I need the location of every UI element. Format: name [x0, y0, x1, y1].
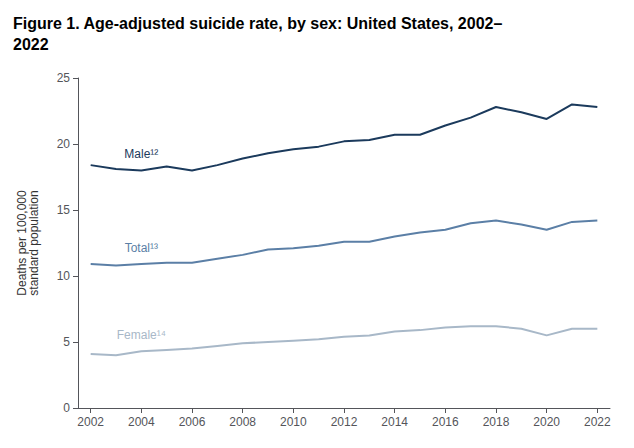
svg-text:0: 0: [63, 401, 70, 415]
svg-text:2002: 2002: [77, 415, 104, 429]
svg-text:Female¹⁴: Female¹⁴: [117, 328, 166, 342]
svg-text:2006: 2006: [179, 415, 206, 429]
svg-text:2008: 2008: [229, 415, 256, 429]
svg-text:Total¹³: Total¹³: [125, 241, 158, 255]
svg-text:2022: 2022: [584, 415, 611, 429]
svg-text:20: 20: [57, 137, 71, 151]
svg-text:2020: 2020: [533, 415, 560, 429]
svg-text:2022: 2022: [13, 36, 49, 53]
svg-text:2012: 2012: [331, 415, 358, 429]
svg-text:Deaths per 100,000: Deaths per 100,000: [15, 190, 29, 296]
svg-text:10: 10: [57, 269, 71, 283]
svg-text:2004: 2004: [128, 415, 155, 429]
svg-text:15: 15: [57, 203, 71, 217]
svg-text:2018: 2018: [483, 415, 510, 429]
svg-text:Male¹²: Male¹²: [124, 147, 158, 161]
svg-text:2010: 2010: [280, 415, 307, 429]
svg-text:25: 25: [57, 71, 71, 85]
svg-text:2014: 2014: [381, 415, 408, 429]
svg-text:5: 5: [63, 335, 70, 349]
svg-text:standard population: standard population: [27, 190, 41, 295]
svg-text:Figure 1. Age-adjusted suicide: Figure 1. Age-adjusted suicide rate, by …: [13, 15, 502, 32]
svg-text:2016: 2016: [432, 415, 459, 429]
